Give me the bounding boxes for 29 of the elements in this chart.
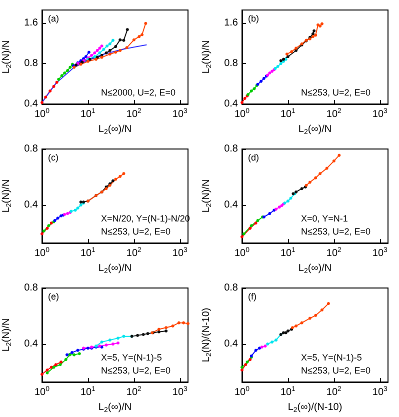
y-tick-label: 0.8 bbox=[224, 58, 238, 70]
annotation: X=5, Y=(N-1)-5 bbox=[301, 352, 362, 362]
annotation: X=5, Y=(N-1)-5 bbox=[101, 352, 162, 362]
y-tick-label: 0.4 bbox=[24, 338, 38, 350]
y-tick-label: 0.8 bbox=[224, 144, 238, 154]
y-tick-label: 0.8 bbox=[24, 282, 38, 294]
annotation: (f) bbox=[248, 292, 256, 302]
annotation: (b) bbox=[248, 14, 259, 24]
annotation: (e) bbox=[48, 292, 59, 302]
y-tick-label: 0.8 bbox=[24, 144, 38, 154]
annotation: X=0, Y=N-1 bbox=[301, 214, 348, 224]
y-tick-label: 0.4 bbox=[24, 200, 38, 211]
y-tick-label: 0.4 bbox=[224, 200, 238, 211]
annotation: (c) bbox=[48, 152, 58, 162]
annotation: N≤253, U=2, E=0 bbox=[101, 366, 170, 376]
annotation: N≤2000, U=2, E=0 bbox=[101, 88, 176, 98]
annotation: N≤253, U=2, E=0 bbox=[101, 226, 170, 236]
y-tick-label: 1.6 bbox=[24, 18, 38, 29]
annotation: N≤253, U=2, E=0 bbox=[301, 366, 370, 376]
annotation: (a) bbox=[48, 14, 59, 24]
y-tick-label: 0.4 bbox=[224, 338, 238, 350]
y-tick-label: 0.8 bbox=[224, 282, 238, 294]
annotation: N≤253, U=2, E=0 bbox=[301, 226, 370, 236]
annotation: (d) bbox=[248, 152, 259, 162]
y-tick-label: 0.4 bbox=[24, 98, 38, 110]
y-tick-label: 1.6 bbox=[224, 18, 238, 29]
y-tick-label: 0.8 bbox=[24, 58, 38, 70]
y-tick-label: 0.4 bbox=[224, 98, 238, 110]
annotation: N≤253, U=2, E=0 bbox=[301, 88, 370, 98]
